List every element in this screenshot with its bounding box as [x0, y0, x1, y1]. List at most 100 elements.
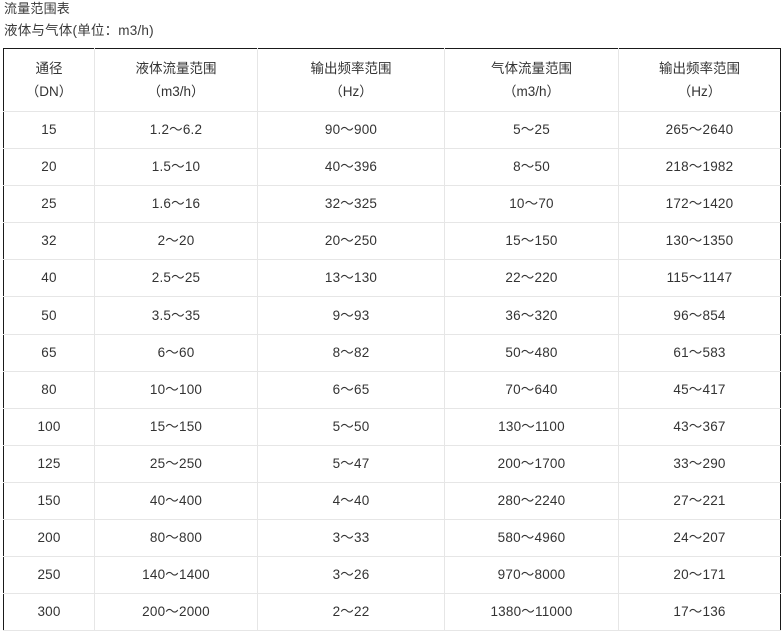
cell-liquid-flow: 40～400	[94, 482, 258, 521]
cell-dn: 32	[3, 222, 95, 261]
column-header-liquid-flow-line2: （m3/h）	[147, 84, 205, 99]
cell-liquid-flow: 3.5～35	[94, 296, 258, 335]
cell-gas-flow: 1380～11000	[444, 593, 619, 631]
cell-liquid-frequency: 13～130	[257, 259, 445, 298]
cell-liquid-frequency: 8～82	[257, 334, 445, 372]
table-body: 15 1.2～6.2 90～900 5～25 265～2640 20 1.5～1…	[3, 111, 781, 631]
cell-dn: 40	[3, 259, 95, 298]
cell-dn: 65	[3, 334, 95, 372]
table-row: 100 15～150 5～50 130～1100 43～367	[3, 408, 781, 446]
cell-liquid-flow: 1.5～10	[94, 148, 258, 187]
cell-gas-frequency: 115～1147	[618, 259, 781, 298]
column-header-dn-line2: （DN）	[25, 84, 73, 99]
cell-dn: 15	[3, 111, 95, 150]
cell-liquid-flow: 140～1400	[94, 556, 258, 595]
cell-gas-frequency: 17～136	[618, 593, 781, 631]
table-row: 250 140～1400 3～26 970～8000 20～171	[3, 556, 781, 595]
column-header-gas-flow-line1: 气体流量范围	[491, 61, 572, 76]
cell-liquid-frequency: 32～325	[257, 185, 445, 224]
cell-dn: 125	[3, 445, 95, 483]
cell-liquid-frequency: 3～33	[257, 519, 445, 558]
cell-liquid-frequency: 5～47	[257, 445, 445, 483]
cell-liquid-flow: 80～800	[94, 519, 258, 558]
cell-liquid-frequency: 40～396	[257, 148, 445, 187]
cell-liquid-frequency: 9～93	[257, 296, 445, 335]
cell-liquid-frequency: 4～40	[257, 482, 445, 521]
cell-dn: 50	[3, 296, 95, 335]
cell-gas-flow: 22～220	[444, 259, 619, 298]
cell-liquid-frequency: 90～900	[257, 111, 445, 150]
column-header-gas-frequency: 输出频率范围 （Hz）	[618, 48, 781, 112]
cell-dn: 200	[3, 519, 95, 558]
cell-liquid-flow: 2.5～25	[94, 259, 258, 298]
cell-gas-frequency: 43～367	[618, 408, 781, 446]
cell-liquid-flow: 1.2～6.2	[94, 111, 258, 150]
cell-gas-flow: 200～1700	[444, 445, 619, 483]
table-row: 32 2～20 20～250 15～150 130～1350	[3, 222, 781, 261]
cell-gas-flow: 10～70	[444, 185, 619, 224]
cell-dn: 150	[3, 482, 95, 521]
table-row: 80 10～100 6～65 70～640 45～417	[3, 371, 781, 409]
cell-liquid-frequency: 5～50	[257, 408, 445, 446]
page-subtitle: 液体与气体(单位：m3/h)	[4, 23, 154, 38]
cell-liquid-frequency: 3～26	[257, 556, 445, 595]
cell-liquid-flow: 6～60	[94, 334, 258, 372]
cell-dn: 100	[3, 408, 95, 446]
cell-liquid-frequency: 20～250	[257, 222, 445, 261]
cell-gas-flow: 15～150	[444, 222, 619, 261]
column-header-liquid-frequency: 输出频率范围 （Hz）	[257, 48, 445, 112]
column-header-liquid-flow-line1: 液体流量范围	[135, 61, 217, 76]
cell-gas-frequency: 20～171	[618, 556, 781, 595]
cell-liquid-flow: 10～100	[94, 371, 258, 409]
table-row: 300 200～2000 2～22 1380～11000 17～136	[3, 593, 781, 631]
cell-dn: 80	[3, 371, 95, 409]
cell-dn: 300	[3, 593, 95, 631]
column-header-gas-frequency-line1: 输出频率范围	[659, 61, 740, 76]
table-header-row: 通径 （DN） 液体流量范围 （m3/h） 输出频率范围 （Hz） 气体流量范围…	[3, 48, 781, 112]
cell-dn: 250	[3, 556, 95, 595]
cell-gas-flow: 36～320	[444, 296, 619, 335]
cell-gas-flow: 5～25	[444, 111, 619, 150]
cell-gas-flow: 970～8000	[444, 556, 619, 595]
column-header-gas-frequency-line2: （Hz）	[677, 84, 722, 99]
cell-gas-flow: 70～640	[444, 371, 619, 409]
table-header: 通径 （DN） 液体流量范围 （m3/h） 输出频率范围 （Hz） 气体流量范围…	[3, 48, 781, 112]
table-row: 15 1.2～6.2 90～900 5～25 265～2640	[3, 111, 781, 150]
table-row: 65 6～60 8～82 50～480 61～583	[3, 334, 781, 372]
cell-gas-flow: 8～50	[444, 148, 619, 187]
cell-gas-frequency: 45～417	[618, 371, 781, 409]
cell-gas-frequency: 96～854	[618, 296, 781, 335]
column-header-gas-flow-line2: （m3/h）	[502, 84, 560, 99]
cell-gas-frequency: 27～221	[618, 482, 781, 521]
cell-liquid-flow: 1.6～16	[94, 185, 258, 224]
column-header-dn-line1: 通径	[35, 61, 63, 76]
cell-gas-frequency: 61～583	[618, 334, 781, 372]
column-header-gas-flow: 气体流量范围 （m3/h）	[444, 48, 619, 112]
page-title: 流量范围表	[4, 1, 71, 16]
cell-liquid-frequency: 2～22	[257, 593, 445, 631]
cell-gas-frequency: 33～290	[618, 445, 781, 483]
column-header-liquid-flow: 液体流量范围 （m3/h）	[94, 48, 258, 112]
table-row: 25 1.6～16 32～325 10～70 172～1420	[3, 185, 781, 224]
cell-liquid-flow: 2～20	[94, 222, 258, 261]
table-row: 125 25～250 5～47 200～1700 33～290	[3, 445, 781, 483]
cell-liquid-flow: 25～250	[94, 445, 258, 483]
cell-gas-frequency: 265～2640	[618, 111, 781, 150]
cell-liquid-flow: 200～2000	[94, 593, 258, 631]
flow-range-table-container: 通径 （DN） 液体流量范围 （m3/h） 输出频率范围 （Hz） 气体流量范围…	[0, 48, 784, 631]
column-header-dn: 通径 （DN）	[3, 48, 95, 112]
table-row: 20 1.5～10 40～396 8～50 218～1982	[3, 148, 781, 187]
table-row: 150 40～400 4～40 280～2240 27～221	[3, 482, 781, 521]
table-row: 40 2.5～25 13～130 22～220 115～1147	[3, 259, 781, 298]
flow-range-table: 通径 （DN） 液体流量范围 （m3/h） 输出频率范围 （Hz） 气体流量范围…	[3, 48, 781, 631]
cell-dn: 20	[3, 148, 95, 187]
cell-gas-frequency: 24～207	[618, 519, 781, 558]
cell-gas-frequency: 130～1350	[618, 222, 781, 261]
cell-gas-frequency: 218～1982	[618, 148, 781, 187]
table-row: 200 80～800 3～33 580～4960 24～207	[3, 519, 781, 558]
column-header-liquid-frequency-line2: （Hz）	[329, 84, 373, 99]
cell-gas-flow: 130～1100	[444, 408, 619, 446]
column-header-liquid-frequency-line1: 输出频率范围	[310, 61, 392, 76]
document-page: 流量范围表 液体与气体(单位：m3/h) 通径 （DN） 液体流量范围 （m3/…	[3, 1, 781, 631]
cell-gas-flow: 580～4960	[444, 519, 619, 558]
